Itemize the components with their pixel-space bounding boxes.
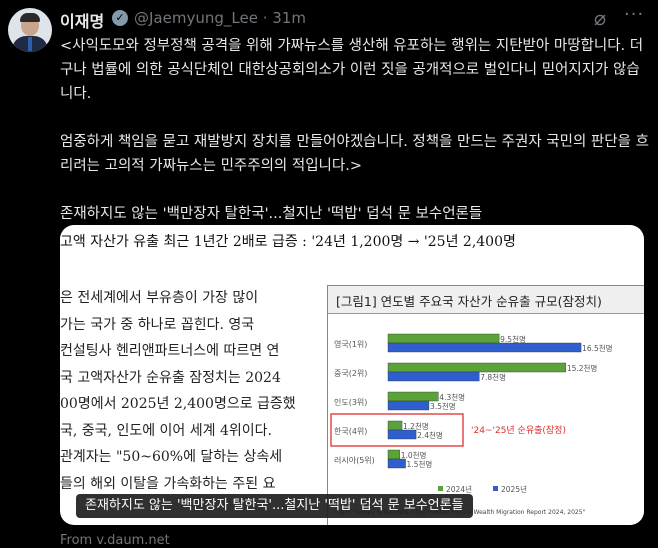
bar-2024년 (387, 420, 403, 431)
annotation: '24~'25년 순유출(잠정) (471, 425, 566, 436)
article-line: 가는 국가 중 하나로 꼽힌다. 영국 (60, 316, 255, 333)
legend-swatch (438, 486, 443, 491)
bar-2025년 (387, 429, 417, 440)
category-label: 중국(2위) (334, 369, 367, 378)
data-label: 7.8천명 (480, 372, 506, 382)
data-label: 1.5천명 (407, 459, 433, 469)
author-name[interactable]: 이재명 (60, 12, 105, 31)
korea-highlight-box (330, 413, 464, 447)
category-label: 영국(1위) (334, 339, 367, 349)
legend-label: 2024년 (446, 484, 472, 494)
article-line: 국, 중국, 인도에 이어 세계 4위이다. (60, 422, 272, 439)
article-line: 컨설팅사 헨리앤파트너스에 따르면 연 (60, 343, 280, 359)
bar-2024년 (387, 362, 567, 373)
link-card-image[interactable]: 고액 자산가 유출 최근 1년간 2배로 급증 : '24년 1,200명 → … (60, 225, 644, 525)
category-label: 러시아(5위) (334, 455, 375, 465)
timestamp[interactable]: 31m (272, 9, 306, 27)
data-label: 1.0천명 (401, 450, 427, 460)
category-label: 한국(4위) (334, 427, 367, 436)
bar-2025년 (387, 342, 582, 353)
card-caption[interactable]: 존재하지도 않는 '백만장자 탈한국'...철지난 '떡밥' 덥석 문 보수언론… (76, 494, 473, 518)
avatar[interactable] (8, 8, 52, 52)
bar-2025년 (387, 371, 480, 382)
chart-title: [그림1] 연도별 주요국 자산가 순유출 규모(잠정치) (328, 286, 644, 314)
article-line: 들의 해외 이탈을 가속화하는 주된 요 (60, 475, 276, 492)
article-line: 관계자는 "50~60%에 달하는 상속세 (60, 449, 283, 465)
category-label: 인도(3위) (334, 397, 367, 407)
data-label: 16.5천명 (582, 343, 613, 353)
legend-swatch (493, 486, 498, 491)
verified-badge-icon: ✓ (112, 10, 128, 26)
author-handle[interactable]: @Jaemyung_Lee (134, 9, 258, 27)
chart: [그림1] 연도별 주요국 자산가 순유출 규모(잠정치) 영국(1위) 9.5천… (327, 285, 644, 525)
bar-2025년 (387, 400, 430, 411)
data-label: 15.2천명 (567, 363, 598, 373)
tweet-text: <사익도모와 정부정책 공격을 위해 가짜뉴스를 생산해 유포하는 행위는 지탄… (60, 38, 649, 222)
article-line: 국 고액자산가 순유출 잠정치는 2024 (60, 369, 281, 386)
grok-slash-icon[interactable]: ⌀ (594, 6, 607, 30)
data-label: 4.3천명 (439, 392, 465, 402)
legend-label: 2025년 (501, 484, 527, 494)
bar-2025년 (387, 458, 406, 469)
bar-2024년 (387, 333, 500, 344)
more-dots-icon[interactable]: ··· (624, 4, 645, 25)
bar-2024년 (387, 391, 439, 402)
bar-2024년 (387, 449, 400, 460)
card-source[interactable]: From v.daum.net (60, 533, 170, 548)
image-headline: 고액 자산가 유출 최근 1년간 2배로 급증 : '24년 1,200명 → … (60, 234, 516, 250)
article-line: 00명에서 2025년 2,400명으로 급증했 (60, 396, 296, 412)
data-label: 1.2천명 (403, 421, 429, 431)
data-label: 3.5천명 (430, 401, 456, 411)
article-line: 은 전세계에서 부유층이 가장 많이 (60, 290, 259, 306)
data-label: 2.4천명 (417, 430, 443, 440)
author-handle-time[interactable]: @Jaemyung_Lee · 31m (134, 9, 306, 27)
data-label: 9.5천명 (500, 334, 526, 344)
